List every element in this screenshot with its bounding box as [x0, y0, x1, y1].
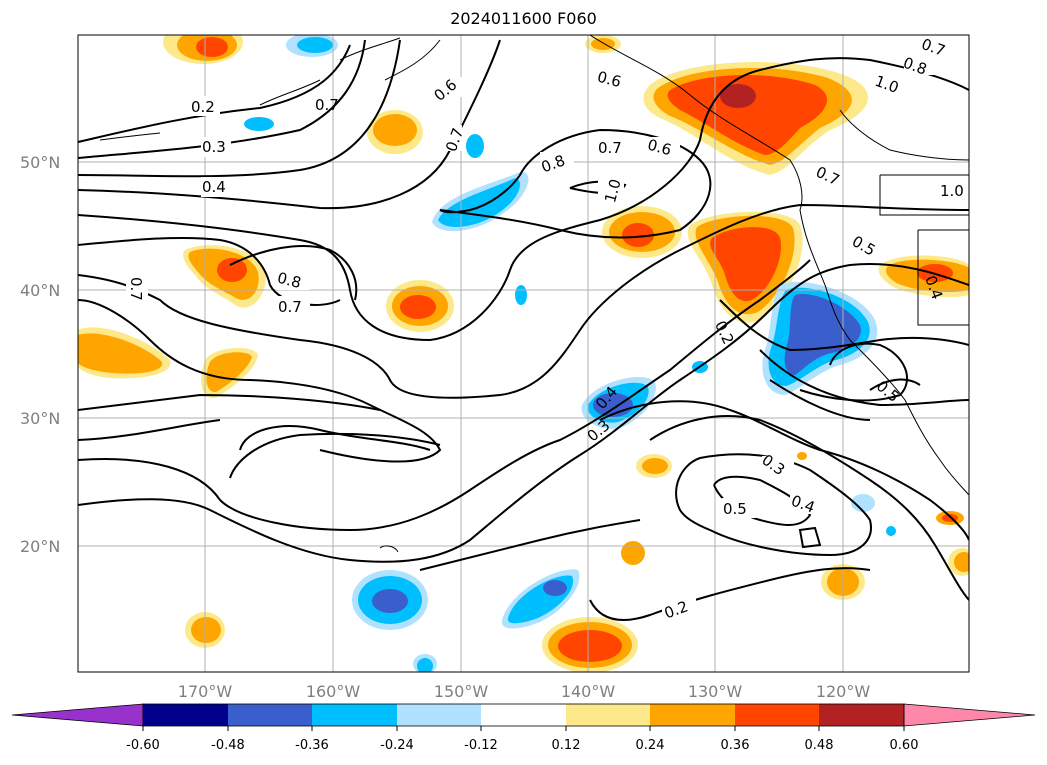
colorbar-right-extension [903, 703, 1036, 727]
colorbar-tick-label: -0.36 [295, 738, 329, 753]
colorbar-segment [650, 704, 735, 726]
colorbar-segment [143, 704, 228, 726]
colorbar-segment [481, 704, 566, 726]
colorbar-tick-label: -0.60 [126, 738, 160, 753]
negative-anomaly-blob [515, 285, 527, 305]
colorbar-tick-label: 0.36 [721, 738, 750, 753]
negative-anomaly-blob [762, 281, 878, 395]
colorbar-tick-label: -0.12 [464, 738, 498, 753]
colorbar-left-extension [11, 703, 144, 727]
lon-label: 140°W [561, 682, 616, 701]
positive-anomaly-blob [643, 62, 869, 175]
positive-anomaly-blob [621, 541, 645, 565]
coastlines [99, 35, 969, 553]
colorbar-segment [735, 704, 819, 726]
colorbar-tick-label: -0.48 [211, 738, 245, 753]
contour-label: 0.3 [202, 138, 226, 156]
contour-label: 0.7 [598, 139, 622, 157]
negative-anomaly-blob [286, 35, 338, 57]
positive-anomaly-blob [163, 35, 243, 64]
negative-anomaly-blob [851, 494, 875, 512]
positive-anomaly-blob [191, 617, 221, 643]
gridlines [78, 35, 969, 672]
positive-anomaly-blob [636, 454, 672, 478]
contour-lines [78, 39, 969, 621]
colorbar-tick-label: -0.24 [380, 738, 414, 753]
contour-label: 0.5 [873, 377, 903, 406]
negative-anomaly-blob [244, 117, 274, 131]
lon-label: 170°W [178, 682, 233, 701]
colorbar-segment [566, 704, 650, 726]
contour-label: 0.6 [646, 136, 674, 160]
colorbar-tick-label: 0.48 [805, 738, 834, 753]
colorbar-segment [819, 704, 904, 726]
contour-label: 1.0 [940, 182, 964, 200]
contour-label: 0.7 [813, 163, 842, 189]
colorbar-segment [397, 704, 481, 726]
contour-label: 0.7 [127, 277, 145, 301]
lat-label: 50°N [20, 153, 60, 172]
contour-label: 1.0 [601, 177, 625, 205]
negative-anomaly-blob [501, 569, 580, 629]
contour-label: 0.5 [849, 232, 879, 260]
negative-anomaly-blob [417, 658, 433, 672]
positive-anomaly-blob [687, 211, 803, 323]
contour-label: 0.7 [315, 96, 339, 114]
positive-anomaly-blob [386, 280, 454, 332]
negative-anomaly-blob [466, 134, 484, 158]
negative-anomaly-blob [432, 171, 529, 232]
lon-label: 160°W [306, 682, 361, 701]
positive-anomaly-blob [183, 245, 266, 308]
lat-label: 40°N [20, 281, 60, 300]
positive-anomaly-blob [878, 255, 969, 297]
positive-anomaly-blob [367, 110, 423, 154]
contour-label: 0.4 [202, 178, 226, 196]
colorbar-tick-label: 0.24 [636, 738, 665, 753]
colorbar-tick-label: 0.12 [552, 738, 581, 753]
positive-anomaly-blob [78, 327, 171, 379]
negative-anomaly-blob [352, 570, 428, 630]
contour-label: 0.8 [275, 269, 303, 293]
lat-label: 30°N [20, 409, 60, 428]
positive-anomaly-blob [542, 617, 638, 672]
negative-anomaly-blob [886, 526, 896, 536]
colorbar-segment [312, 704, 397, 726]
contour-label: 0.6 [595, 68, 623, 92]
positive-anomaly-blob [201, 348, 258, 399]
lon-label: 120°W [816, 682, 871, 701]
negative-anomaly-blob [581, 376, 656, 429]
positive-anomaly-blob [948, 548, 969, 576]
positive-anomaly-blob [602, 206, 682, 258]
positive-anomaly-blob [936, 511, 964, 525]
plot-frame [77, 34, 970, 673]
lon-label: 130°W [688, 682, 743, 701]
contour-label: 0.5 [723, 500, 747, 518]
lon-label: 150°W [434, 682, 489, 701]
shaded-field [78, 35, 969, 672]
lat-label: 20°N [20, 537, 60, 556]
map-title: 2024011600 F060 [450, 9, 597, 28]
contour-label: 0.7 [278, 298, 302, 316]
colorbar: -0.60 -0.48 -0.36 -0.24 -0.12 0.12 0.24 … [11, 703, 1036, 753]
positive-anomaly-blob [797, 452, 807, 460]
contour-label: 0.2 [191, 98, 215, 116]
colorbar-tick-label: 0.60 [890, 738, 919, 753]
colorbar-segment [228, 704, 312, 726]
